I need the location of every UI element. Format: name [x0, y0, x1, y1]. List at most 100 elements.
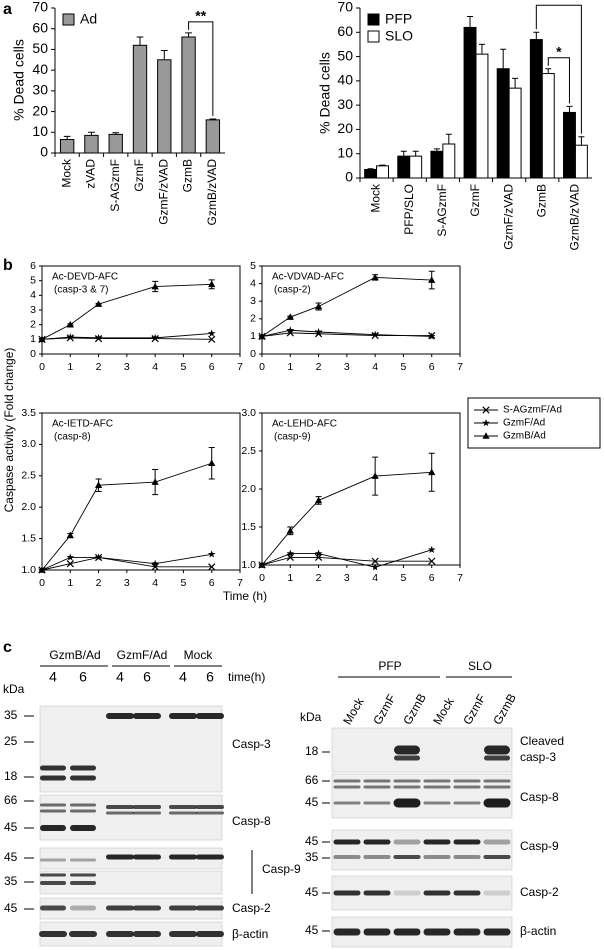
blot-band	[133, 931, 161, 937]
error-bar	[500, 48, 507, 69]
mw-label: 18	[305, 744, 319, 758]
mw-label: 45	[4, 820, 18, 834]
y-tick-label: 40	[32, 61, 48, 77]
lane-label: GzmB	[490, 691, 519, 727]
x-tick-label: GzmF	[132, 159, 146, 192]
marker	[151, 559, 159, 567]
marker	[151, 478, 159, 485]
chart-title: Ac-LEHD-AFC	[272, 419, 337, 430]
blot-band	[196, 931, 224, 937]
plot-frame	[41, 412, 241, 571]
x-tick-label: GzmF/zVAD	[156, 159, 170, 225]
bar	[562, 111, 576, 179]
blot-strip	[331, 916, 513, 948]
x-tick-label: 4	[152, 577, 158, 589]
y-tick-label: 4	[250, 277, 256, 289]
time-label: 6	[79, 669, 87, 685]
x-tick-label: 1	[67, 577, 73, 589]
blot-band	[333, 785, 361, 789]
blot-band	[393, 855, 421, 859]
blot-band	[106, 931, 134, 937]
blot-strip	[331, 829, 513, 871]
legend-marker	[482, 432, 490, 439]
blot-band	[393, 785, 421, 789]
blot-band	[483, 798, 511, 808]
x-tick-label: 2	[96, 361, 102, 373]
blot-band	[483, 839, 511, 845]
blot-band	[40, 803, 66, 807]
plot-frame	[261, 265, 461, 355]
x-tick-label: 6	[209, 577, 215, 589]
bar	[529, 39, 543, 179]
x-tick-label: zVAD	[84, 159, 98, 189]
x-tick-label: 6	[429, 361, 435, 373]
error-bar	[209, 118, 217, 120]
blot-band	[333, 855, 361, 859]
marker	[314, 328, 323, 336]
blot-band	[423, 890, 451, 896]
y-tick-label: 4	[30, 289, 36, 301]
mw-label: 45	[305, 834, 319, 848]
mw-label: 25	[4, 734, 18, 748]
error-bar	[185, 32, 192, 37]
blot-band	[70, 765, 96, 771]
series-line	[41, 556, 212, 571]
y-tick-label: 70	[32, 0, 48, 15]
blot-band	[453, 839, 481, 845]
protein-label: Cleaved	[520, 734, 564, 748]
protein-label: casp-3	[520, 750, 556, 764]
error-bar	[478, 43, 485, 55]
legend-swatch	[367, 30, 380, 43]
blot-band	[133, 805, 161, 809]
legend-marker	[482, 419, 490, 427]
blot-band	[40, 858, 66, 862]
protein-label: Casp-2	[232, 901, 271, 915]
y-tick-label: 3	[30, 304, 36, 316]
blot-band	[40, 873, 66, 877]
lane-label: Mock	[430, 694, 457, 727]
x-tick-label: 1	[67, 361, 73, 373]
bar	[496, 68, 510, 179]
blot-band	[70, 803, 96, 807]
mw-label: 45	[4, 901, 18, 915]
x-tick-label: GzmF	[468, 184, 482, 217]
legend-label: PFP	[385, 11, 412, 27]
marker	[94, 553, 103, 561]
blot-band	[423, 785, 451, 789]
marker	[38, 335, 46, 343]
marker	[94, 333, 103, 342]
blot-band	[133, 811, 161, 815]
y-tick-label: 1.5	[241, 521, 256, 533]
chart-subtitle: (casp-3 & 7)	[54, 285, 108, 296]
marker	[258, 332, 266, 340]
protein-label: β-actin	[520, 924, 556, 938]
legend-label: GzmF/Ad	[503, 418, 545, 429]
error-bar	[566, 105, 573, 113]
protein-label: Casp-9	[520, 839, 559, 853]
blot-band	[483, 779, 511, 783]
blot-band	[70, 809, 96, 813]
blot-band	[333, 779, 361, 783]
y-tick-label: 3	[250, 295, 256, 307]
blot-band	[453, 928, 481, 936]
blot-band	[196, 905, 224, 911]
x-tick-label: 7	[237, 577, 243, 589]
error-bar	[112, 132, 120, 135]
marker	[428, 276, 436, 283]
marker	[371, 563, 379, 571]
chart-title: Ac-IETD-AFC	[52, 419, 113, 430]
legend-swatch	[367, 13, 380, 26]
y-axis-label: % Dead cells	[317, 52, 333, 134]
blot-band	[196, 713, 224, 719]
marker	[38, 566, 46, 573]
y-tick-label: 2.5	[241, 445, 256, 457]
protein-label: β-actin	[232, 927, 268, 941]
mw-label: 45	[305, 885, 319, 899]
protein-label: Casp-3	[232, 737, 271, 751]
y-tick-label: 3.5	[21, 407, 36, 419]
x-tick-label: 0	[259, 361, 265, 373]
blot-band	[453, 855, 481, 859]
mw-label: 18	[4, 769, 18, 783]
error-bar	[412, 150, 419, 157]
